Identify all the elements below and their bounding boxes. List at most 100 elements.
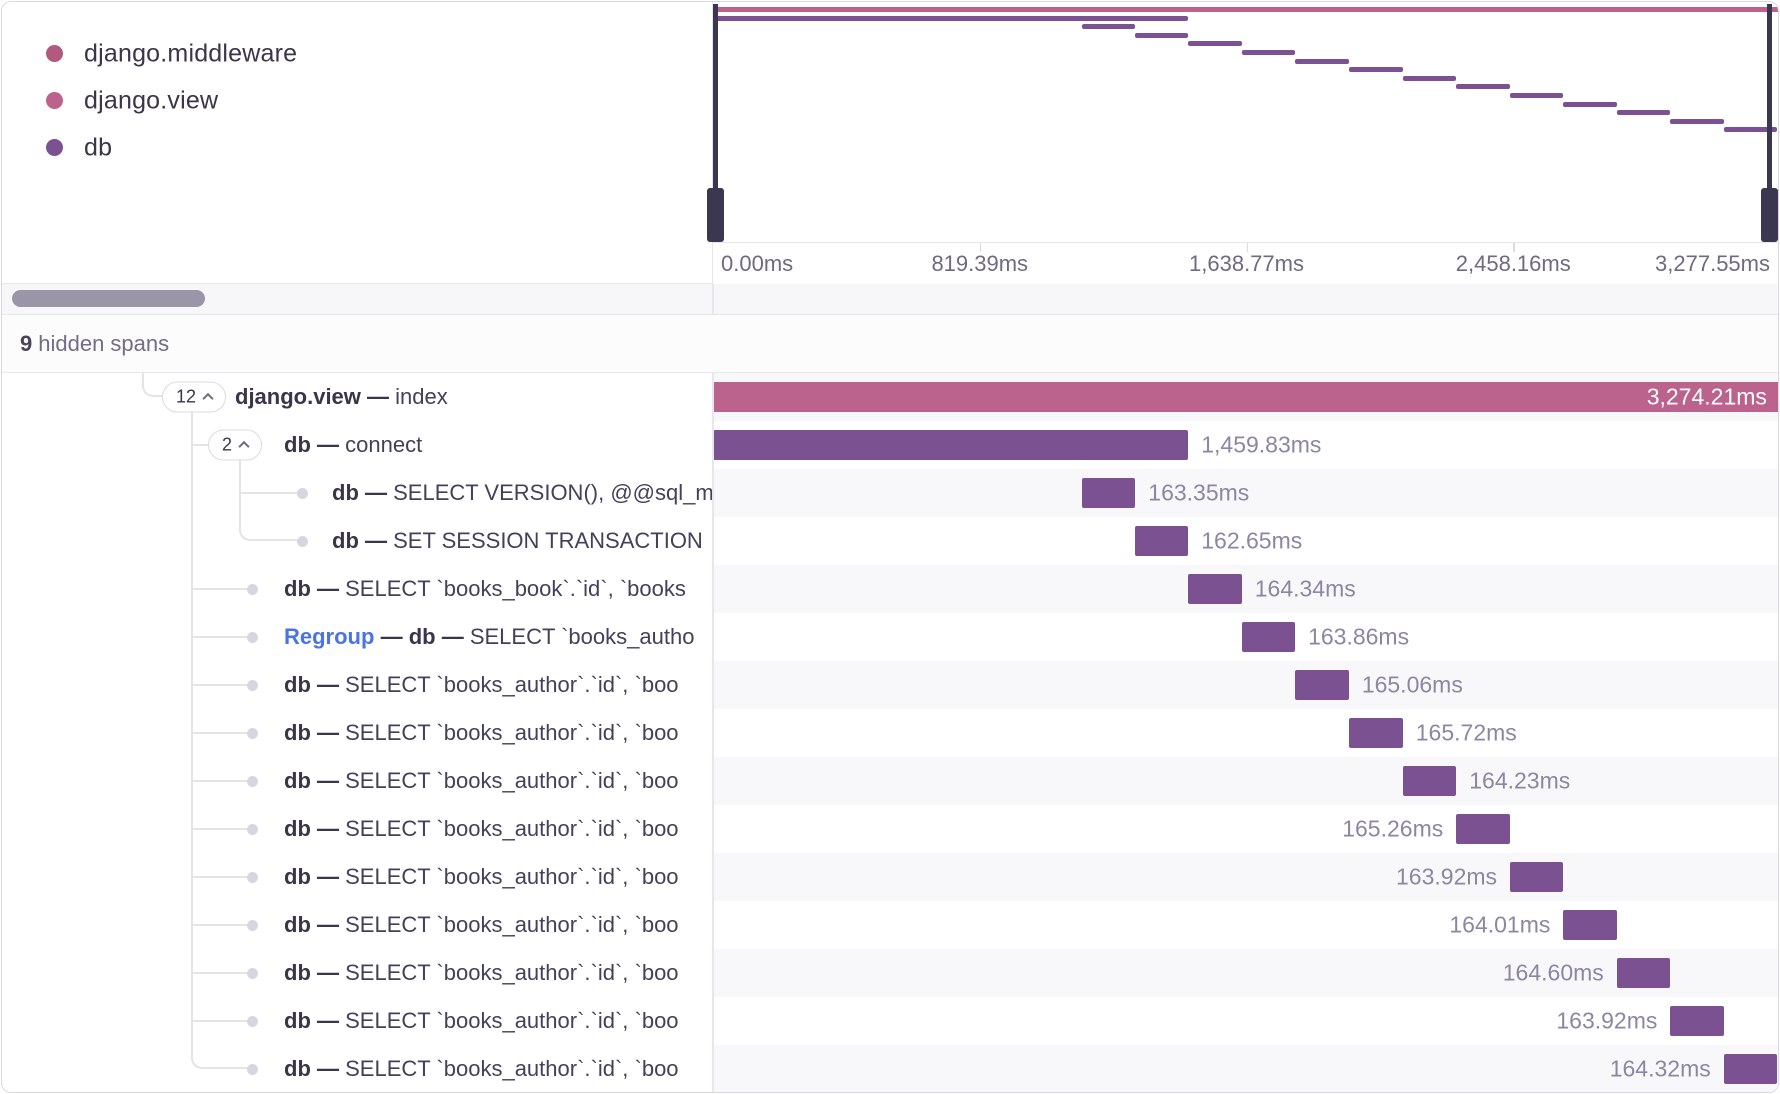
span-label-type: — bbox=[310, 768, 346, 793]
span-label-type: db bbox=[284, 1056, 311, 1081]
span-label-detail: SELECT `books_author`.`id`, `boo bbox=[345, 1008, 679, 1033]
span-duration-bar[interactable] bbox=[1402, 766, 1457, 796]
span-label-detail: SELECT VERSION(), @@sql_m bbox=[393, 480, 712, 505]
minimap-left-handle-grip[interactable] bbox=[707, 188, 724, 242]
trace-tree-row[interactable]: db — SET SESSION TRANSACTION bbox=[2, 517, 712, 565]
span-label-detail: SELECT `books_author`.`id`, `boo bbox=[345, 768, 679, 793]
tree-node-dot bbox=[246, 727, 258, 739]
span-label-detail: SELECT `books_author`.`id`, `boo bbox=[345, 912, 679, 937]
collapse-badge[interactable]: 12 bbox=[162, 381, 227, 413]
span-duration-bar[interactable] bbox=[1188, 574, 1242, 604]
bar-row-band: 165.72ms bbox=[2, 709, 1778, 757]
span-duration-bar[interactable] bbox=[1723, 1054, 1778, 1084]
span-label-type: db bbox=[284, 960, 311, 985]
span-label: db — connect bbox=[284, 432, 422, 458]
collapse-badge-count: 2 bbox=[222, 434, 233, 455]
minimap-right-handle-line[interactable] bbox=[1767, 4, 1772, 242]
duration-label: 165.26ms bbox=[1342, 815, 1444, 842]
trace-tree-row[interactable]: db — SELECT `books_author`.`id`, `boo bbox=[2, 757, 712, 805]
minimap-span-line bbox=[1402, 75, 1457, 81]
trace-tree-row[interactable]: db — SELECT `books_author`.`id`, `boo bbox=[2, 949, 712, 997]
trace-tree-row[interactable]: db — SELECT VERSION(), @@sql_m bbox=[2, 469, 712, 517]
span-duration-bar[interactable] bbox=[1616, 958, 1671, 988]
minimap-span-line bbox=[1510, 93, 1564, 98]
span-duration-bar[interactable] bbox=[1348, 718, 1403, 748]
span-label-type: db bbox=[284, 576, 311, 601]
bar-row-band: 163.92ms bbox=[2, 997, 1778, 1045]
span-duration-bar[interactable] bbox=[1082, 478, 1136, 508]
span-duration-bar[interactable] bbox=[713, 382, 1778, 412]
span-label-type: — bbox=[310, 960, 346, 985]
duration-label: 164.34ms bbox=[1254, 575, 1356, 602]
tree-node-dot bbox=[246, 823, 258, 835]
trace-tree-row[interactable]: 12 django.view — index bbox=[2, 373, 712, 421]
span-label-type: — bbox=[310, 432, 346, 457]
duration-label: 163.86ms bbox=[1308, 623, 1410, 650]
span-label: Regroup — db — SELECT `books_autho bbox=[284, 624, 694, 650]
row-stripe bbox=[713, 469, 1778, 517]
minimap-span-line bbox=[1670, 118, 1724, 124]
chevron-up-icon bbox=[202, 392, 214, 405]
scrollbar-thumb[interactable] bbox=[12, 290, 205, 307]
row-stripe bbox=[713, 949, 1778, 997]
hidden-spans-row[interactable]: 9 hidden spans bbox=[2, 315, 1778, 373]
span-label-type: — bbox=[310, 720, 346, 745]
span-label-type: — bbox=[310, 672, 346, 697]
regroup-link[interactable]: Regroup bbox=[284, 624, 375, 649]
tree-node-dot bbox=[246, 631, 258, 643]
span-duration-bar[interactable] bbox=[1295, 670, 1349, 700]
duration-label: 162.65ms bbox=[1201, 527, 1303, 554]
collapse-badge[interactable]: 2 bbox=[208, 429, 263, 461]
duration-label: 1,459.83ms bbox=[1201, 431, 1322, 458]
span-type-name: django.view bbox=[84, 86, 219, 114]
span-label: db — SELECT VERSION(), @@sql_m bbox=[332, 480, 712, 506]
trace-tree-row[interactable]: Regroup — db — SELECT `books_autho bbox=[2, 613, 712, 661]
horizontal-scrollbar bbox=[2, 284, 1778, 315]
tree-node-dot bbox=[246, 919, 258, 931]
span-duration-bar[interactable] bbox=[1456, 814, 1511, 844]
trace-tree-row[interactable]: db — SELECT `books_author`.`id`, `boo bbox=[2, 997, 712, 1045]
trace-tree-row[interactable]: db — SELECT `books_author`.`id`, `boo bbox=[2, 1045, 712, 1092]
timeline-minimap[interactable] bbox=[707, 2, 1778, 242]
span-label-detail: SELECT `books_autho bbox=[469, 624, 695, 649]
tree-guide-stub bbox=[191, 732, 250, 734]
tree-node-dot bbox=[246, 775, 258, 787]
trace-tree-row[interactable]: db — SELECT `books_book`.`id`, `books bbox=[2, 565, 712, 613]
span-duration-bar[interactable] bbox=[1241, 622, 1296, 652]
minimap-span-line bbox=[1456, 84, 1511, 90]
tree-guide-elbow bbox=[142, 373, 162, 397]
span-label: db — SET SESSION TRANSACTION bbox=[332, 528, 703, 554]
span-label-type: — bbox=[374, 624, 409, 649]
span-duration-bar[interactable] bbox=[713, 430, 1189, 460]
bar-row-band: 163.86ms bbox=[2, 613, 1778, 661]
trace-tree-row[interactable]: db — SELECT `books_author`.`id`, `boo bbox=[2, 709, 712, 757]
span-label: db — SELECT `books_author`.`id`, `boo bbox=[284, 672, 679, 698]
minimap-span-line bbox=[1135, 32, 1189, 38]
bar-row-band: 1,459.83ms bbox=[2, 421, 1778, 469]
legend-row: django.view3274.21ms33% bbox=[2, 77, 712, 124]
span-duration-bar[interactable] bbox=[1510, 862, 1564, 892]
bar-row-band: 164.23ms bbox=[2, 757, 1778, 805]
trace-overview-section: django.middleware3277.09ms33%django.view… bbox=[2, 2, 1778, 284]
minimap-right-handle-grip[interactable] bbox=[1761, 188, 1778, 242]
tree-guide-stub bbox=[191, 876, 250, 878]
trace-tree-row[interactable]: db — SELECT `books_author`.`id`, `boo bbox=[2, 853, 712, 901]
trace-tree-row[interactable]: 2 db — connect bbox=[2, 421, 712, 469]
bar-row-band: 162.65ms bbox=[2, 517, 1778, 565]
axis-tick bbox=[1513, 243, 1515, 252]
span-duration-bar[interactable] bbox=[1135, 526, 1189, 556]
row-stripe bbox=[713, 661, 1778, 709]
duration-label: 164.23ms bbox=[1469, 767, 1571, 794]
span-duration-bar[interactable] bbox=[1670, 1006, 1724, 1036]
tree-guide-stub bbox=[238, 492, 300, 494]
span-duration-bar[interactable] bbox=[1563, 910, 1617, 940]
trace-tree-row[interactable]: db — SELECT `books_author`.`id`, `boo bbox=[2, 901, 712, 949]
span-label-type: db bbox=[284, 1008, 311, 1033]
minimap-left-handle-line[interactable] bbox=[713, 4, 718, 242]
duration-label: 164.32ms bbox=[1609, 1055, 1711, 1082]
tree-guide-stub bbox=[191, 636, 250, 638]
trace-tree-row[interactable]: db — SELECT `books_author`.`id`, `boo bbox=[2, 661, 712, 709]
trace-tree-row[interactable]: db — SELECT `books_author`.`id`, `boo bbox=[2, 805, 712, 853]
tree-guide-line-l1 bbox=[191, 412, 193, 1058]
tree-node-dot bbox=[246, 679, 258, 691]
